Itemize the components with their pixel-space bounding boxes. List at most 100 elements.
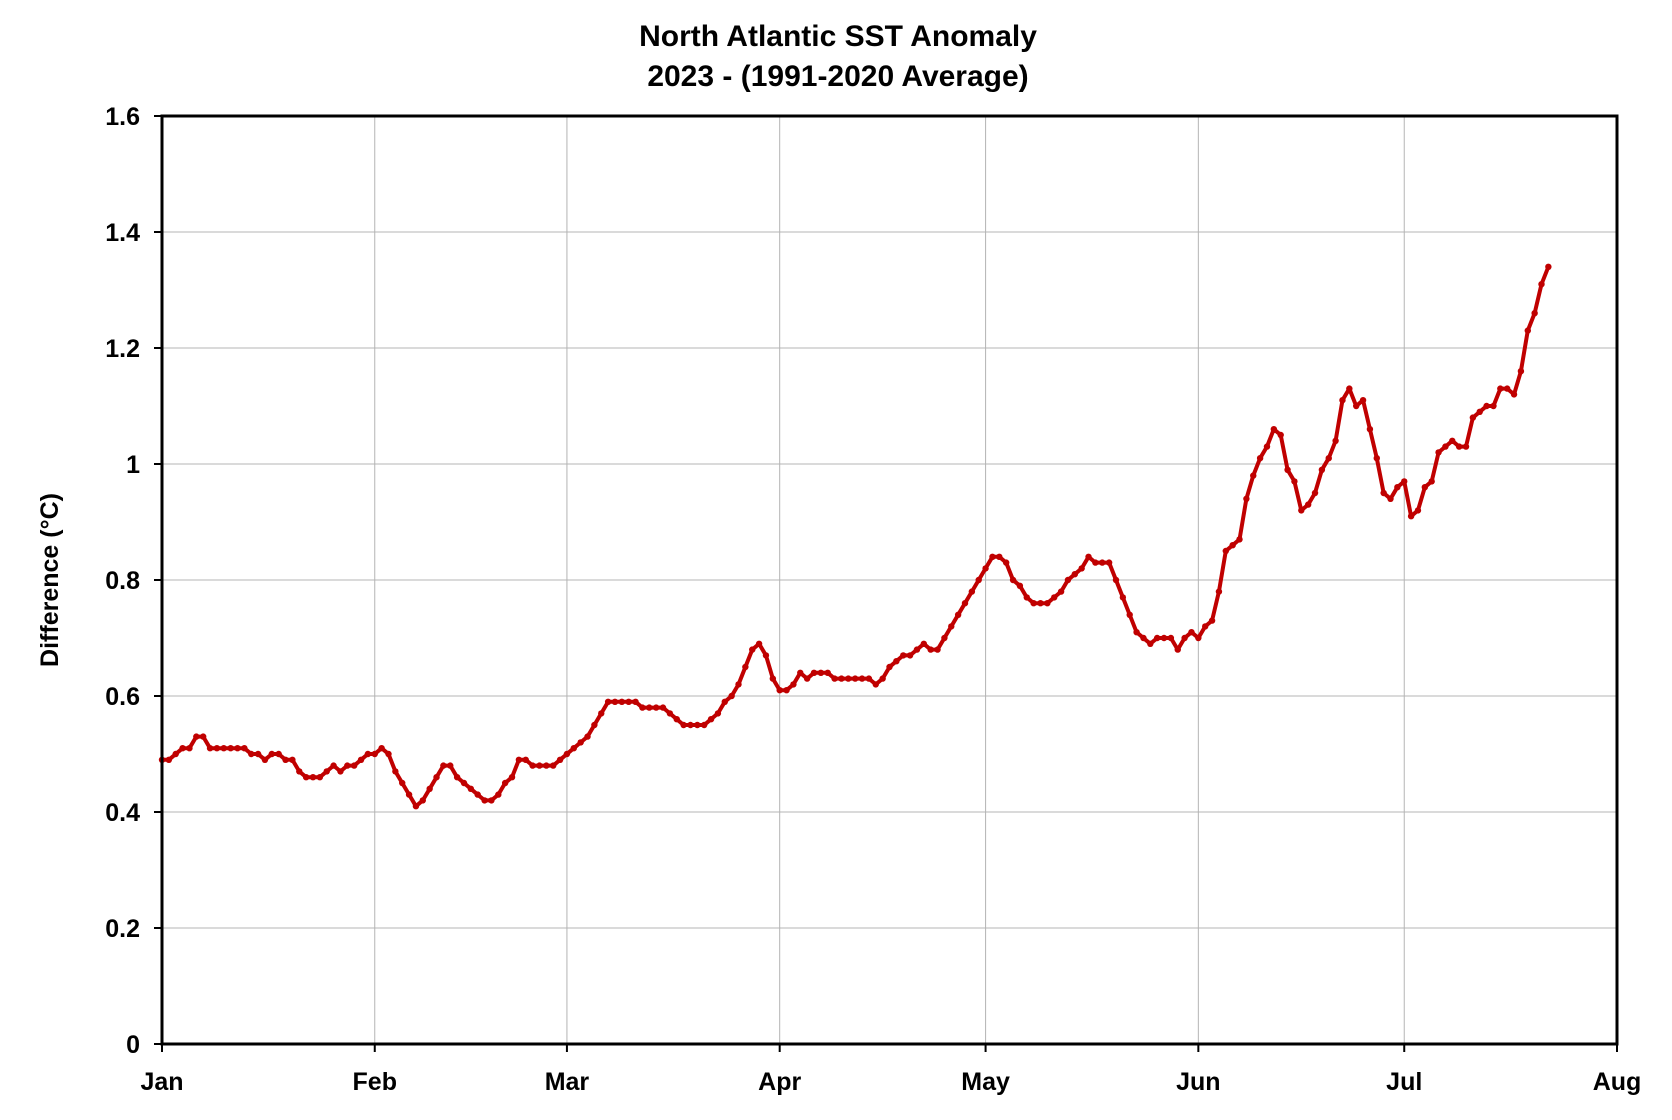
data-point <box>673 716 680 723</box>
data-point <box>536 762 543 769</box>
data-point <box>1373 455 1380 462</box>
data-point <box>927 646 934 653</box>
data-point <box>344 762 351 769</box>
data-point <box>1208 617 1216 624</box>
data-point <box>1188 629 1195 636</box>
data-point <box>639 704 646 711</box>
data-point <box>1353 402 1360 410</box>
data-point <box>769 675 777 682</box>
data-point <box>309 774 317 781</box>
data-point <box>1497 385 1504 392</box>
series-layer <box>158 263 1552 810</box>
data-point <box>556 756 564 763</box>
data-point <box>680 721 687 729</box>
data-point <box>1250 472 1257 479</box>
x-tick-label: Jun <box>1176 1068 1220 1096</box>
data-point <box>707 716 715 723</box>
data-point <box>1510 391 1518 398</box>
data-point <box>426 785 433 792</box>
data-point <box>1009 576 1017 584</box>
data-point <box>584 733 591 740</box>
data-point <box>1160 634 1168 642</box>
data-point <box>1030 600 1037 607</box>
data-point <box>831 675 838 682</box>
data-point <box>1140 634 1147 642</box>
data-point <box>817 669 825 676</box>
data-point <box>289 756 296 763</box>
data-point <box>1023 594 1030 601</box>
data-point <box>1298 507 1305 514</box>
data-point <box>1414 507 1422 514</box>
data-point <box>975 576 982 584</box>
data-point <box>742 663 749 671</box>
data-point <box>447 762 454 769</box>
data-point <box>495 791 502 798</box>
data-point <box>652 704 660 711</box>
data-point <box>900 652 907 659</box>
data-point <box>913 646 921 653</box>
data-point <box>234 745 241 752</box>
y-axis-ticks: 0 0.2 0.4 0.6 0.8 1 1.2 1.4 1.6 <box>105 103 162 1059</box>
data-point <box>1503 385 1511 392</box>
data-point <box>501 779 509 787</box>
data-point <box>1270 426 1278 433</box>
data-point <box>879 675 886 682</box>
data-point <box>1339 397 1346 404</box>
data-point <box>1133 629 1140 636</box>
y-tick-label: 1.2 <box>105 335 140 363</box>
data-point <box>666 710 674 717</box>
data-point <box>302 774 310 781</box>
x-tick-label: Aug <box>1593 1068 1642 1096</box>
data-point <box>433 774 440 781</box>
data-point <box>227 745 234 752</box>
data-point <box>1380 489 1387 497</box>
data-point <box>961 600 969 607</box>
data-point <box>399 779 406 787</box>
data-point <box>323 768 330 775</box>
data-point <box>563 750 571 758</box>
data-point <box>632 698 639 705</box>
data-point <box>810 669 818 676</box>
data-point <box>337 768 344 775</box>
data-point <box>872 681 879 688</box>
data-point <box>522 756 529 763</box>
data-point <box>948 623 955 630</box>
data-point <box>797 669 804 676</box>
data-point <box>1112 576 1120 584</box>
data-point <box>1332 437 1339 444</box>
data-point <box>543 762 550 769</box>
data-point <box>419 797 426 804</box>
y-tick-label: 1 <box>126 451 140 479</box>
data-point <box>1311 489 1319 497</box>
data-point <box>412 803 420 810</box>
data-point <box>275 750 282 758</box>
data-point <box>1229 542 1236 549</box>
y-tick-label: 1.6 <box>105 103 140 131</box>
data-point <box>790 681 797 688</box>
data-point <box>1483 402 1490 410</box>
data-point <box>529 762 536 769</box>
data-point <box>906 652 914 659</box>
data-point <box>934 646 941 653</box>
data-point <box>248 750 255 758</box>
data-point <box>165 756 173 763</box>
data-point <box>1407 513 1415 520</box>
data-point <box>1222 547 1230 555</box>
data-point <box>700 721 708 729</box>
data-point <box>385 750 392 758</box>
data-point <box>618 698 626 705</box>
data-point <box>982 565 989 572</box>
data-point <box>199 733 207 740</box>
data-point <box>755 640 763 647</box>
data-point <box>1435 449 1442 456</box>
data-point <box>577 739 584 746</box>
data-point <box>1167 634 1175 642</box>
data-point <box>851 675 859 682</box>
x-tick-label: Feb <box>353 1068 397 1096</box>
y-tick-label: 0.8 <box>105 567 140 595</box>
data-point <box>460 779 468 787</box>
data-point <box>1277 431 1284 439</box>
data-point <box>213 745 221 752</box>
data-point <box>392 768 399 775</box>
